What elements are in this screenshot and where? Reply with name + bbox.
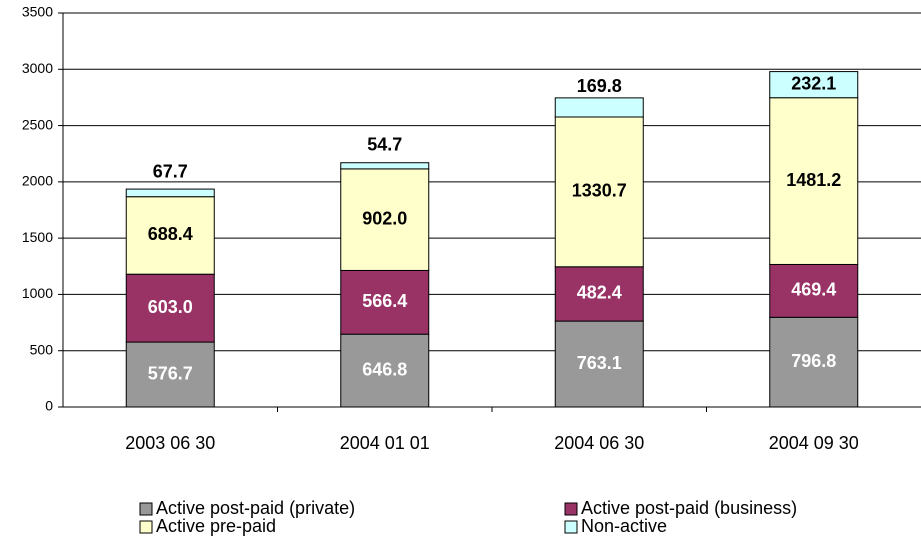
data-label: 232.1	[791, 73, 836, 93]
y-tick-label: 2000	[22, 173, 53, 189]
data-label: 576.7	[148, 363, 193, 383]
x-tick-label: 2004 06 30	[554, 433, 644, 453]
y-tick-label: 3500	[22, 4, 53, 20]
bar-segment	[769, 316, 859, 408]
data-label: 688.4	[148, 224, 193, 244]
bar-segment	[554, 97, 644, 118]
data-label: 169.8	[577, 76, 622, 96]
data-label: 67.7	[153, 162, 188, 182]
legend-label: Non-active	[581, 516, 667, 536]
data-label: 902.0	[362, 208, 407, 228]
bar-segment	[554, 266, 644, 322]
bar-segment	[554, 320, 644, 408]
legend-label: Active pre-paid	[156, 516, 276, 536]
bar-segment	[340, 168, 430, 271]
data-label: 1330.7	[572, 181, 627, 201]
data-label: 482.4	[577, 283, 622, 303]
data-label: 1481.2	[786, 170, 841, 190]
data-label: 796.8	[791, 351, 836, 371]
x-tick-label: 2004 01 01	[340, 433, 430, 453]
data-label: 566.4	[362, 291, 407, 311]
bar-segment	[340, 269, 430, 335]
y-tick-label: 500	[30, 341, 54, 357]
y-tick-label: 3000	[22, 60, 53, 76]
data-label: 54.7	[367, 135, 402, 155]
legend-swatch	[564, 520, 578, 534]
x-tick-label: 2003 06 30	[125, 433, 215, 453]
y-tick-label: 2500	[22, 116, 53, 132]
bar-segment	[125, 273, 215, 343]
bar-segment	[554, 116, 644, 268]
legend-swatch	[564, 502, 578, 516]
y-tick-label: 1000	[22, 285, 53, 301]
data-label: 603.0	[148, 297, 193, 317]
bar-segment	[769, 71, 859, 99]
data-label: 469.4	[791, 280, 836, 300]
data-label: 763.1	[577, 353, 622, 373]
legend-label: Active post-paid (private)	[156, 498, 355, 518]
bar-segment	[340, 162, 430, 170]
bar-segment	[125, 188, 215, 198]
y-tick-label: 0	[45, 398, 53, 414]
bar-segment	[769, 97, 859, 265]
y-tick-label: 1500	[22, 229, 53, 245]
data-label: 646.8	[362, 359, 407, 379]
bar-segment	[125, 341, 215, 408]
legend-swatch	[139, 502, 153, 516]
legend-swatch	[139, 520, 153, 534]
legend-label: Active post-paid (business)	[581, 498, 797, 518]
x-tick-label: 2004 09 30	[769, 433, 859, 453]
